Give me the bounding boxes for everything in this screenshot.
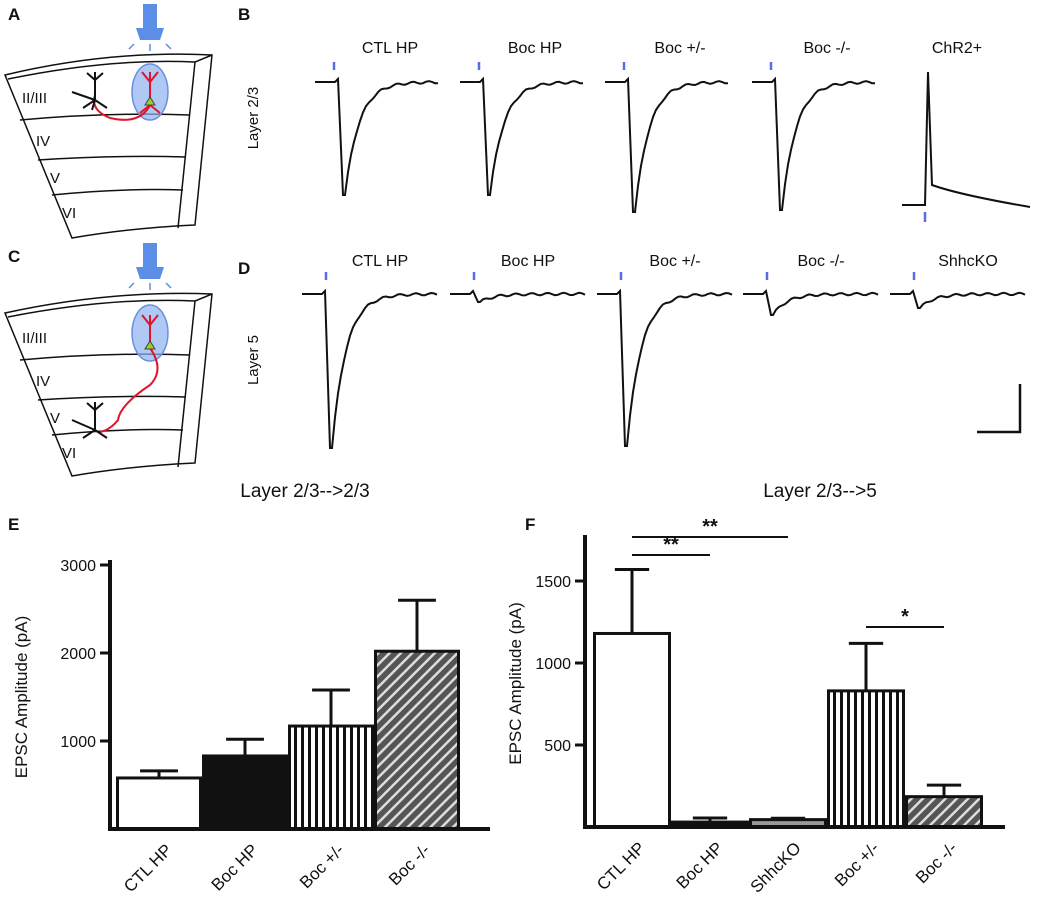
- bar: [905, 795, 983, 829]
- y-axis-label: EPSC Amplitude (pA): [12, 616, 31, 779]
- trace: [460, 76, 583, 196]
- x-tick-label: Boc HP: [673, 838, 727, 892]
- row-label: Layer 2/3: [245, 87, 262, 150]
- scale-bar: [977, 384, 1022, 434]
- layer-label: V: [50, 410, 60, 427]
- panel-letter: F: [525, 515, 535, 534]
- layer-label: V: [50, 170, 60, 187]
- bar: [288, 724, 374, 831]
- y-tick-label: 500: [544, 738, 571, 755]
- trace-title: Boc +/-: [654, 40, 705, 57]
- trace-title: Boc HP: [501, 253, 555, 270]
- trace-title: CTL HP: [352, 253, 408, 270]
- x-tick-label: ShhcKO: [747, 838, 805, 896]
- trace: [752, 76, 875, 211]
- trace-title: Boc -/-: [803, 40, 850, 57]
- bar: [374, 649, 460, 831]
- x-tick-label: Boc +/-: [831, 838, 883, 890]
- chart-title: Layer 2/3-->5: [763, 481, 877, 502]
- panel-letter: B: [238, 5, 250, 24]
- trace: [315, 76, 438, 196]
- x-tick-label: CTL HP: [120, 840, 176, 896]
- trace: [743, 288, 879, 316]
- axis: [108, 560, 490, 831]
- trace-title: ShhcKO: [938, 253, 998, 270]
- y-tick-label: 3000: [60, 558, 96, 575]
- diagram-c: [3, 243, 213, 477]
- trace: [605, 76, 728, 213]
- axis: [583, 535, 1005, 829]
- trace: [450, 289, 586, 303]
- chart-title: Layer 2/3-->2/3: [240, 481, 369, 502]
- x-tick-label: Boc -/-: [385, 840, 434, 889]
- layer-label: VI: [62, 205, 76, 222]
- panel-letter: C: [8, 247, 20, 266]
- bar: [202, 754, 288, 831]
- trace: [302, 288, 438, 449]
- significance-label: **: [702, 516, 718, 538]
- x-tick-label: Boc +/-: [296, 840, 348, 892]
- y-tick-label: 1000: [535, 656, 571, 673]
- y-tick-label: 1000: [60, 734, 96, 751]
- bar: [593, 631, 671, 829]
- bar: [116, 776, 202, 831]
- trace-title: Boc HP: [508, 40, 562, 57]
- trace: [890, 289, 1026, 309]
- panel-letter: E: [8, 515, 19, 534]
- layer-label: VI: [62, 445, 76, 462]
- x-tick-label: Boc HP: [208, 840, 262, 894]
- layer-label: IV: [36, 133, 50, 150]
- y-tick-label: 1500: [535, 574, 571, 591]
- y-axis-label: EPSC Amplitude (pA): [506, 602, 525, 765]
- bar: [827, 689, 905, 829]
- panel-letter: A: [8, 5, 20, 24]
- y-tick-label: 2000: [60, 646, 96, 663]
- row-label: Layer 5: [245, 335, 262, 385]
- trace-title: CTL HP: [362, 40, 418, 57]
- significance-label: *: [901, 606, 909, 628]
- trace-title: ChR2+: [932, 40, 982, 57]
- trace: [902, 71, 1031, 208]
- x-tick-label: Boc -/-: [912, 838, 961, 887]
- trace-title: Boc +/-: [649, 253, 700, 270]
- layer-label: II/III: [22, 90, 47, 107]
- trace-title: Boc -/-: [797, 253, 844, 270]
- diagram-a: [3, 4, 213, 239]
- panel-letter: D: [238, 259, 250, 278]
- significance-label: **: [663, 534, 679, 556]
- layer-label: II/III: [22, 330, 47, 347]
- x-tick-label: CTL HP: [593, 838, 649, 894]
- trace: [597, 288, 733, 447]
- layer-label: IV: [36, 373, 50, 390]
